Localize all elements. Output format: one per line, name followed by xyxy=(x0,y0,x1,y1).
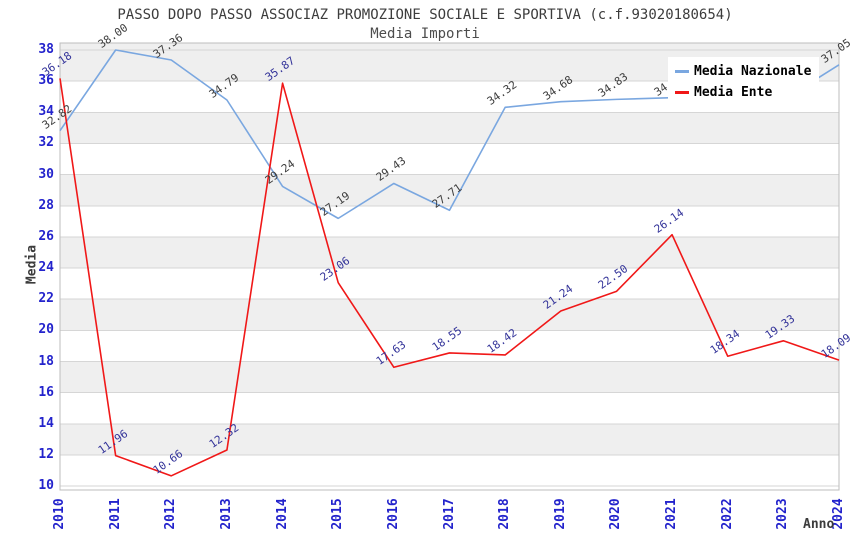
y-tick-label: 22 xyxy=(38,291,54,307)
y-tick-label: 10 xyxy=(38,478,54,494)
y-tick-label: 28 xyxy=(38,197,54,213)
legend-item-media-nazionale: Media Nazionale xyxy=(675,61,811,82)
y-tick-label: 36 xyxy=(38,73,54,89)
x-axis-title: Anno xyxy=(803,517,835,532)
y-tick-label: 38 xyxy=(38,42,54,57)
y-axis-title: Media xyxy=(24,244,40,285)
y-tick-label: 16 xyxy=(38,384,54,400)
x-tick-label: 2021 xyxy=(664,498,680,530)
x-tick-label: 2010 xyxy=(52,498,67,530)
plot-band xyxy=(60,299,839,331)
y-tick-label: 24 xyxy=(38,260,54,276)
x-tick-label: 2019 xyxy=(552,498,568,530)
series-line-media-ente xyxy=(59,78,840,477)
plot-band xyxy=(60,236,839,269)
x-tick-label: 2013 xyxy=(218,498,234,530)
plot-band xyxy=(60,112,839,144)
x-tick-label: 2020 xyxy=(608,498,624,530)
legend: Media Nazionale Media Ente xyxy=(668,57,820,107)
legend-label: Media Nazionale xyxy=(694,64,812,79)
y-tick-label: 34 xyxy=(38,104,54,120)
plot-band xyxy=(60,174,839,206)
y-tick-label: 32 xyxy=(38,135,54,151)
x-tick-label: 2023 xyxy=(775,498,791,530)
legend-label: Media Ente xyxy=(694,85,773,100)
plot-border xyxy=(59,42,840,491)
x-tick-label: 2014 xyxy=(274,498,290,530)
x-tick-label: 2018 xyxy=(497,498,513,530)
y-tick-label: 26 xyxy=(38,228,54,244)
y-tick-label: 30 xyxy=(38,166,54,182)
x-tick-label: 2011 xyxy=(107,498,123,530)
chart-subtitle: Media Importi xyxy=(370,26,480,42)
y-tick-label: 18 xyxy=(38,353,54,369)
chart-title: PASSO DOPO PASSO ASSOCIAZ PROMOZIONE SOC… xyxy=(117,7,733,23)
y-tick-label: 12 xyxy=(38,446,54,462)
x-tick-label: 2017 xyxy=(441,498,457,530)
plot-band xyxy=(60,423,839,455)
x-tick-label: 2012 xyxy=(163,498,179,530)
legend-line-swatch xyxy=(675,70,689,73)
legend-line-swatch xyxy=(675,91,689,94)
y-tick-label: 14 xyxy=(38,415,54,431)
legend-item-media-ente: Media Ente xyxy=(675,82,811,103)
x-tick-label: 2015 xyxy=(330,498,346,530)
y-tick-label: 20 xyxy=(38,322,54,338)
x-tick-label: 2022 xyxy=(719,498,735,530)
plot-band xyxy=(60,361,839,393)
x-tick-label: 2016 xyxy=(385,498,401,530)
